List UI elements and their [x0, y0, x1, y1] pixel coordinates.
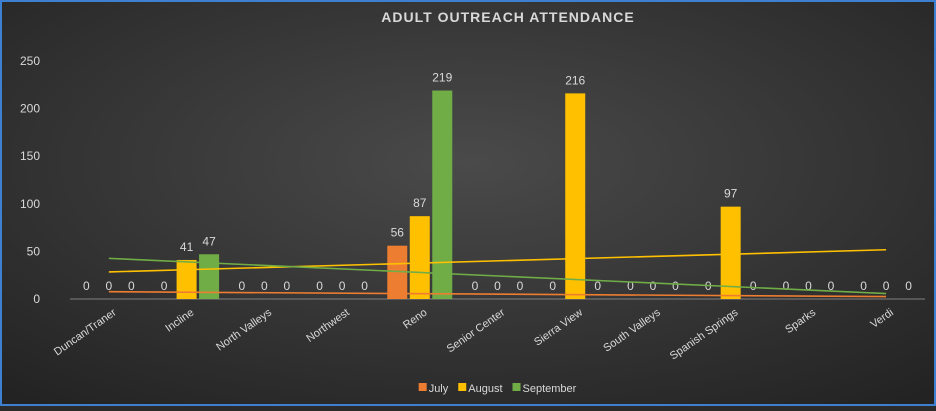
data-label: 0 — [594, 279, 601, 293]
data-label: 219 — [432, 71, 452, 85]
data-label: 0 — [828, 279, 835, 293]
legend-label: July — [429, 383, 449, 395]
data-label: 0 — [860, 279, 867, 293]
data-label: 0 — [283, 279, 290, 293]
data-label: 0 — [883, 279, 890, 293]
y-tick-label: 150 — [20, 149, 40, 163]
legend: July August September — [418, 383, 577, 395]
legend-label: August — [468, 383, 502, 395]
y-tick-label: 100 — [20, 197, 40, 211]
legend-swatch — [512, 383, 521, 391]
trendline — [108, 248, 887, 273]
bar — [199, 254, 220, 299]
data-label: 216 — [565, 73, 585, 87]
bar — [720, 206, 741, 299]
y-tick-label: 0 — [33, 292, 40, 306]
bar — [176, 259, 197, 299]
data-label: 0 — [339, 279, 346, 293]
y-tick-label: 50 — [27, 244, 41, 258]
y-tick-label: 250 — [20, 54, 40, 68]
bar — [387, 245, 408, 299]
data-label: 0 — [494, 279, 501, 293]
data-label: 0 — [650, 279, 657, 293]
legend-label: September — [523, 383, 577, 395]
data-label: 0 — [106, 279, 113, 293]
trendline — [108, 257, 887, 295]
legend-swatch — [458, 383, 467, 391]
data-label: 0 — [905, 279, 912, 293]
data-label: 0 — [128, 279, 135, 293]
data-label: 0 — [672, 279, 679, 293]
data-label: 0 — [517, 279, 524, 293]
legend-swatch — [418, 383, 427, 391]
data-label: 0 — [549, 279, 556, 293]
data-label: 0 — [361, 279, 368, 293]
data-label: 0 — [161, 279, 168, 293]
data-label: 0 — [750, 279, 757, 293]
data-label: 0 — [783, 279, 790, 293]
data-label: 0 — [316, 279, 323, 293]
data-label: 0 — [627, 279, 634, 293]
data-label: 0 — [261, 279, 268, 293]
data-label: 0 — [805, 279, 812, 293]
data-label: 0 — [238, 279, 245, 293]
data-label: 0 — [83, 279, 90, 293]
data-label: 56 — [391, 226, 405, 240]
y-tick-label: 200 — [20, 102, 40, 116]
bar — [432, 90, 453, 300]
bar — [409, 216, 430, 299]
data-label: 97 — [724, 187, 738, 201]
data-label: 87 — [413, 196, 427, 210]
data-label: 0 — [472, 279, 479, 293]
bar — [565, 93, 586, 299]
trendline — [108, 290, 887, 298]
chart-title: ADULT OUTREACH ATTENDANCE — [381, 9, 634, 25]
data-label: 47 — [202, 234, 216, 248]
data-label: 41 — [180, 240, 194, 254]
